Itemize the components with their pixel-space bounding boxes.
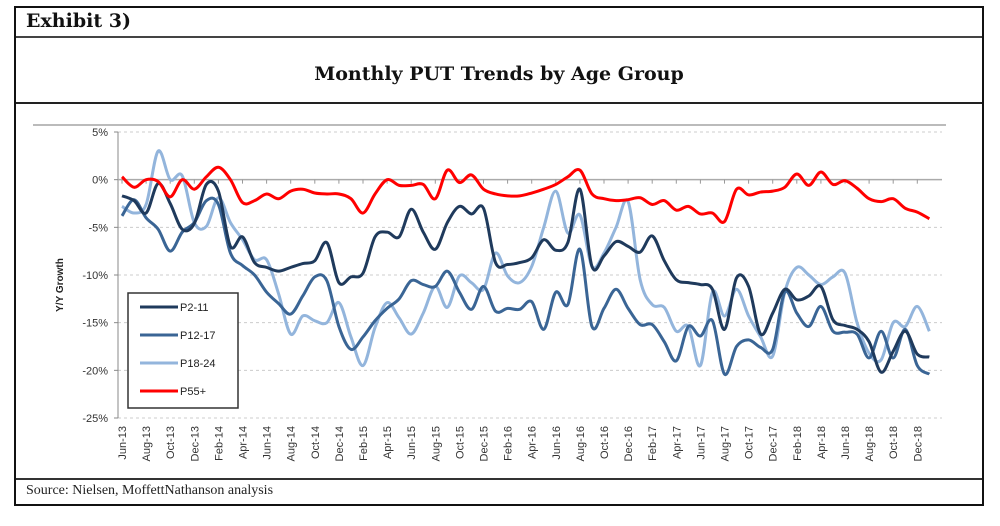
chart-title: Monthly PUT Trends by Age Group [314,63,684,85]
series-line-p12-17 [120,196,931,376]
y-axis-label: Y/Y Growth [55,258,66,312]
x-tick-label: Jun-13 [117,426,129,460]
x-tick-label: Aug-18 [864,426,876,461]
y-tick-label: -5% [88,222,108,234]
y-tick-label: -25% [82,413,108,425]
y-tick-label: 0% [92,175,108,187]
x-tick-label: Jun-17 [695,426,707,460]
x-tick-label: Aug-16 [575,426,587,461]
y-tick-label: -15% [82,318,108,330]
x-tick-label: Jun-15 [406,426,418,460]
x-tick-label: Aug-14 [286,426,298,461]
x-tick-label: Oct-16 [599,426,611,459]
x-tick-label: Dec-13 [189,426,201,461]
x-tick-label: Feb-14 [213,426,225,461]
x-tick-label: Dec-14 [334,426,346,461]
x-tick-label: Apr-17 [671,426,683,459]
x-tick-label: Oct-14 [310,426,322,459]
x-tick-label: Apr-18 [816,426,828,459]
x-tick-label: Apr-16 [527,426,539,459]
x-tick-label: Aug-15 [430,426,442,461]
exhibit-header: Exhibit 3) [16,8,982,38]
legend-box [127,292,239,409]
exhibit-frame: Exhibit 3) Monthly PUT Trends by Age Gro… [14,6,984,506]
series-line-p18-24 [121,149,931,368]
x-tick-label: Dec-15 [479,426,491,461]
x-tick-label: Feb-15 [358,426,370,461]
exhibit-label: Exhibit 3) [26,10,131,32]
source-note: Source: Nielsen, MoffettNathanson analys… [26,483,274,498]
x-tick-label: Apr-14 [238,426,250,459]
x-tick-label: Feb-18 [792,426,804,461]
y-tick-label: -20% [82,365,108,377]
x-tick-label: Feb-16 [503,426,515,461]
x-tick-label: Jun-14 [262,426,274,460]
y-tick-label: 5% [92,127,108,139]
x-tick-label: Jun-18 [840,426,852,460]
x-tick-label: Oct-18 [888,426,900,459]
x-tick-label: Oct-13 [165,426,177,459]
legend-label: P12-17 [180,330,215,342]
x-tick-label: Dec-17 [768,426,780,461]
series-line-p2-11 [121,179,930,374]
x-tick-label: Aug-17 [720,426,732,461]
x-tick-label: Oct-17 [744,426,756,459]
x-tick-label: Aug-13 [141,426,153,461]
legend-label: P2-11 [180,302,209,314]
legend-label: P55+ [180,386,206,398]
legend-label: P18-24 [180,358,215,370]
series-line-p55plus [120,165,931,224]
x-tick-label: Dec-16 [623,426,635,461]
x-tick-label: Jun-16 [551,426,563,460]
x-tick-label: Feb-17 [647,426,659,461]
source-row: Source: Nielsen, MoffettNathanson analys… [16,478,982,504]
chart-title-row: Monthly PUT Trends by Age Group [16,36,982,104]
x-tick-label: Oct-15 [454,426,466,459]
y-tick-label: -10% [82,270,108,282]
x-tick-label: Apr-15 [382,426,394,459]
x-tick-label: Dec-18 [912,426,924,461]
